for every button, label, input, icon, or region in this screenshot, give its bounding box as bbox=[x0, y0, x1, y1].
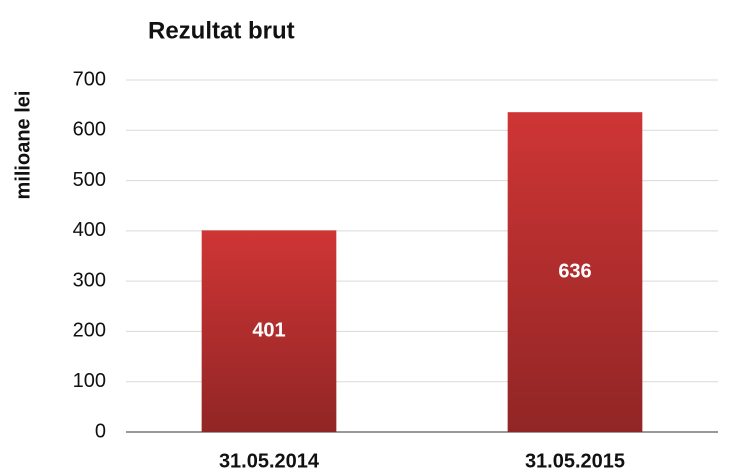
chart-title: Rezultat brut bbox=[148, 17, 295, 44]
x-tick-label: 31.05.2015 bbox=[525, 450, 625, 472]
bar-value-label: 636 bbox=[558, 260, 591, 282]
y-tick-label: 500 bbox=[73, 169, 106, 191]
x-tick-label: 31.05.2014 bbox=[219, 450, 320, 472]
bar-shade bbox=[201, 230, 337, 432]
y-tick-label: 200 bbox=[73, 320, 106, 342]
bar-shade bbox=[507, 112, 643, 432]
y-tick-label: 600 bbox=[73, 119, 106, 141]
y-axis-label: milioane lei bbox=[12, 91, 34, 200]
y-tick-label: 400 bbox=[73, 219, 106, 241]
bar-value-label: 401 bbox=[252, 319, 285, 341]
y-tick-label: 0 bbox=[95, 420, 106, 442]
y-tick-label: 700 bbox=[73, 68, 106, 90]
y-tick-label: 100 bbox=[73, 370, 106, 392]
y-tick-label: 300 bbox=[73, 269, 106, 291]
